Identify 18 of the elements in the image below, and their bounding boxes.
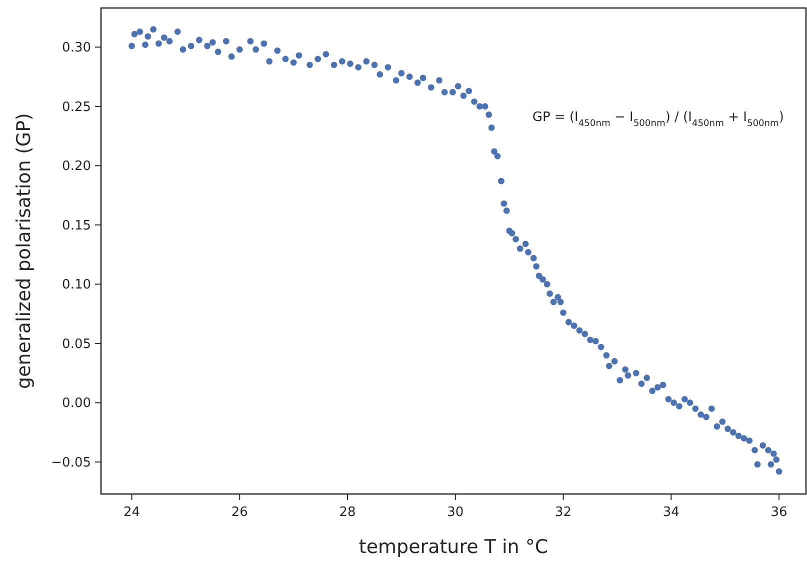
y-tick-label: 0.20 (62, 159, 91, 174)
y-tick-label: 0.25 (62, 100, 91, 115)
y-tick-label: 0.05 (62, 336, 91, 352)
y-tick-label: 0.30 (62, 40, 91, 56)
y-tick-label: 0.15 (62, 218, 91, 234)
x-tick-label: 30 (447, 505, 464, 520)
x-axis-title: temperature T in °C (358, 536, 548, 558)
y-tick-label: 0.10 (62, 278, 91, 293)
x-tick-label: 28 (339, 505, 356, 520)
x-tick-label: 26 (231, 505, 248, 520)
text: GP = (I$_{450nm}$ − I$_{500nm}$) / (I$_{450nm}$ + I$_{500nm}$) (532, 110, 784, 129)
y-tick-label: −0.05 (51, 455, 91, 470)
x-tick-label: 36 (770, 505, 788, 520)
y-axis-title: generalized polarisation (GP) (13, 113, 35, 389)
x-tick-label: 34 (662, 505, 680, 520)
x-tick-label: 32 (554, 505, 572, 520)
x-tick-label: 24 (123, 505, 140, 520)
y-tick-label: 0.00 (62, 396, 91, 412)
